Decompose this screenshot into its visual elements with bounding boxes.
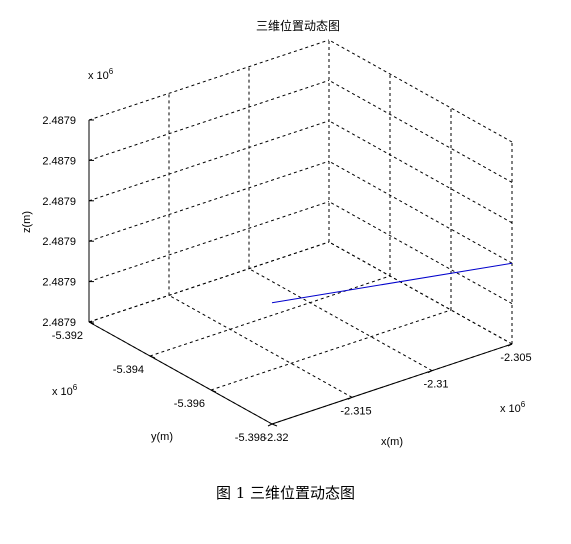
back-wall-grid-line — [88, 160, 330, 242]
series-line — [271, 262, 513, 304]
y-tick-label: -5.396 — [174, 398, 205, 410]
x-axis-label: x(m) — [381, 436, 403, 448]
tick-labels: -2.32 -2.315 -2.31 -2.305 -5.392 -5.394 -5.396… — [42, 115, 531, 444]
x-axis-line — [271, 343, 513, 425]
z-tick-label: 2.4879 — [42, 277, 76, 289]
y-exponent-label: x 106 — [52, 383, 78, 398]
y-tick-label: -5.392 — [52, 330, 83, 342]
floor-grid-line — [248, 268, 433, 372]
y-tick-mark — [271, 423, 278, 427]
x-tick-label: -2.32 — [263, 432, 288, 444]
chart-title: 三维位置动态图 — [256, 18, 340, 33]
x-tick-mark — [507, 343, 513, 347]
z-tick-label: 2.4879 — [42, 196, 76, 208]
z-axis-label: z(m) — [21, 211, 33, 233]
figure-caption: 图 1 三维位置动态图 — [215, 484, 356, 502]
x-tick-mark — [347, 396, 353, 400]
back-wall-grid-line — [88, 79, 330, 161]
x-tick-label: -2.315 — [340, 405, 371, 417]
floor-grid-line — [149, 275, 391, 357]
3d-line-chart: 三维位置动态图 -2.32 -2.315 -2.31 -2.305 -5.392 -5.3… — [21, 18, 532, 448]
back-wall-grid-line — [88, 120, 330, 202]
y-tick-label: -5.394 — [113, 364, 144, 376]
side-wall-grid-line — [328, 160, 513, 264]
x-tick-label: -2.305 — [500, 352, 531, 364]
side-wall-grid-line — [328, 120, 513, 224]
x-tick-label: -2.31 — [423, 379, 448, 391]
side-wall-grid-line — [328, 79, 513, 183]
back-wall-grid-line — [88, 39, 330, 121]
y-tick-mark — [210, 389, 217, 393]
side-wall-grid-line — [328, 39, 513, 143]
floor-grid-line — [210, 309, 452, 391]
x-exponent-label: x 106 — [500, 400, 526, 415]
z-tick-label: 2.4879 — [42, 317, 76, 329]
x-tick-mark — [267, 423, 273, 427]
grid-lines — [88, 39, 513, 425]
x-tick-mark — [427, 370, 433, 374]
y-axis-label: y(m) — [151, 431, 173, 443]
y-axis-line — [88, 321, 273, 425]
axis-lines — [88, 119, 513, 427]
back-wall-grid-line — [88, 241, 330, 323]
z-tick-label: 2.4879 — [42, 155, 76, 167]
data-series — [271, 262, 513, 304]
y-tick-label: -5.398 — [235, 432, 266, 444]
z-tick-label: 2.4879 — [42, 236, 76, 248]
z-tick-label: 2.4879 — [42, 115, 76, 127]
side-wall-grid-line — [328, 201, 513, 305]
z-exponent-label: x 106 — [88, 67, 114, 82]
floor-grid-line — [168, 294, 353, 398]
back-wall-grid-line — [88, 201, 330, 283]
side-wall-grid-line — [328, 241, 513, 345]
y-tick-mark — [149, 355, 156, 359]
